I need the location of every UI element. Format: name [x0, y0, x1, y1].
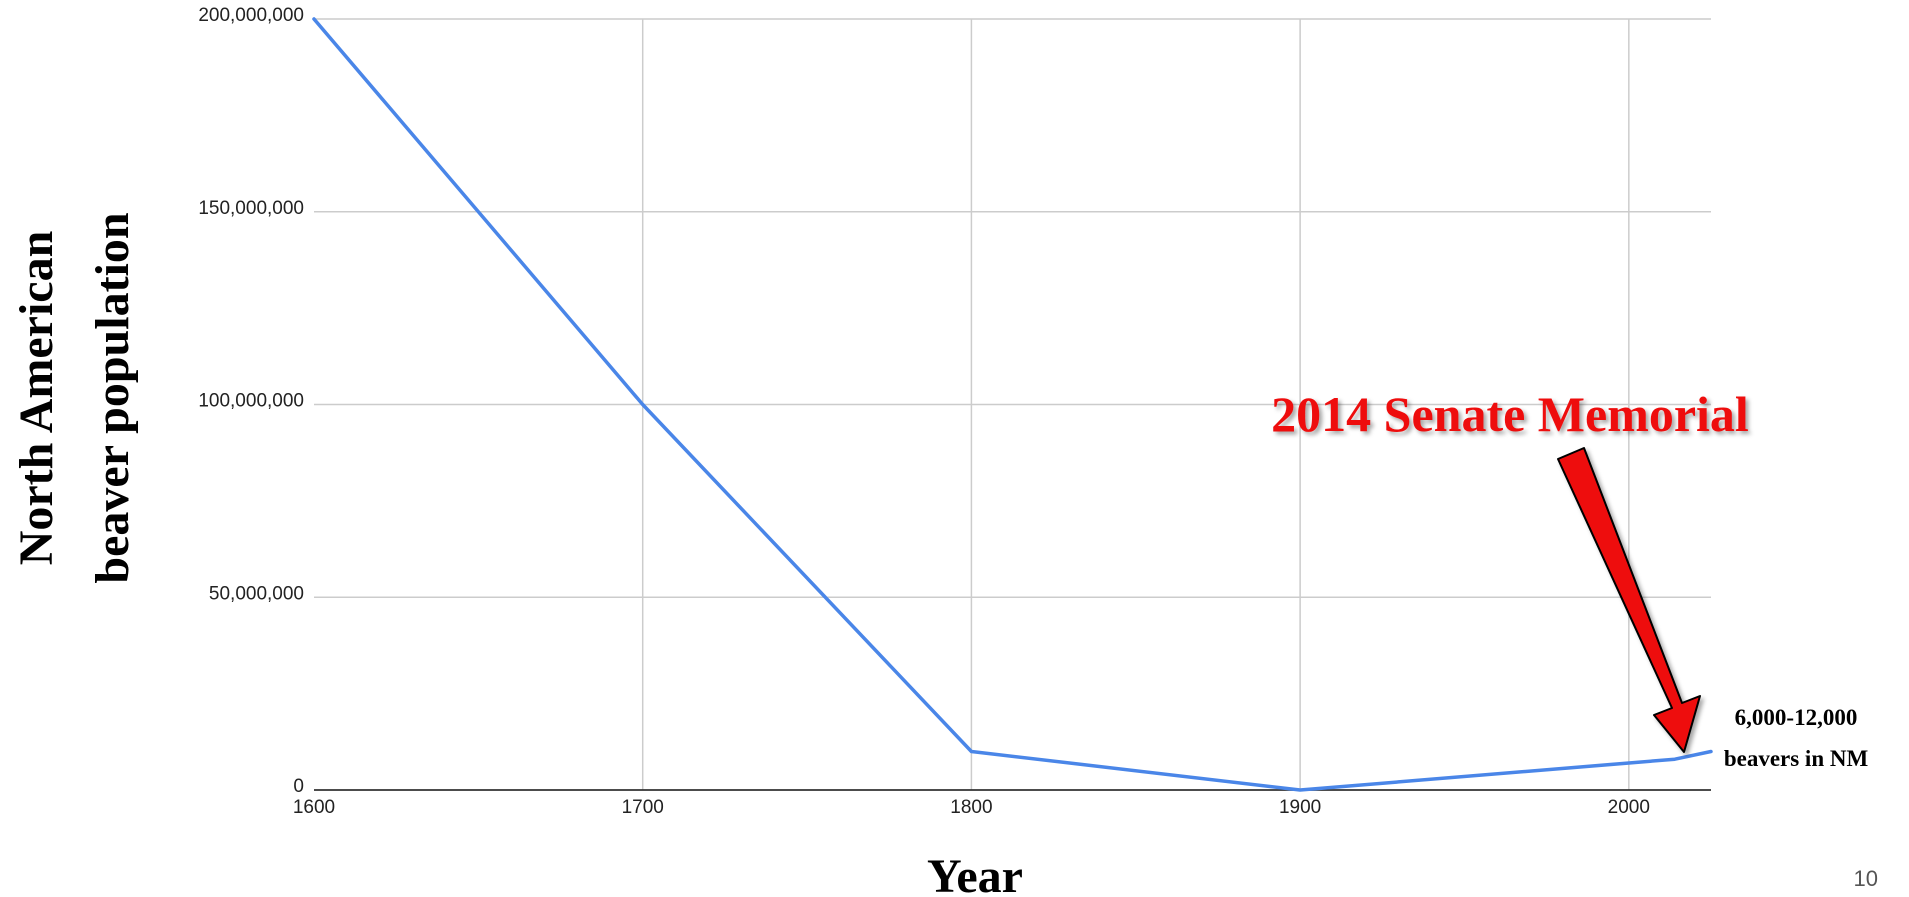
y-tick-label: 200,000,000	[198, 5, 304, 26]
series-layer	[312, 17, 1713, 792]
page-number: 10	[1854, 866, 1878, 891]
x-tick-label: 1700	[622, 797, 664, 818]
x-tick-label: 2000	[1608, 797, 1650, 818]
memorial-annotation: 2014 Senate Memorial	[1271, 386, 1749, 442]
y-tick-label: 0	[293, 776, 304, 797]
nm-population-note-line-2: beavers in NM	[1724, 746, 1869, 771]
series-line	[312, 17, 1713, 792]
x-axis-title: Year	[927, 850, 1023, 897]
y-axis-title-line-2: beaver population	[86, 212, 139, 583]
x-tick-label: 1800	[950, 797, 992, 818]
y-tick-label: 100,000,000	[198, 391, 304, 412]
y-tick-label: 150,000,000	[198, 198, 304, 219]
tick-labels: 0 50,000,000 100,000,000 150,000,000 200,000…	[198, 5, 1650, 818]
memorial-arrow	[1557, 447, 1701, 753]
x-tick-label: 1900	[1279, 797, 1321, 818]
x-tick-label: 1600	[293, 797, 335, 818]
y-tick-label: 50,000,000	[209, 583, 304, 604]
nm-population-note-line-1: 6,000-12,000	[1735, 705, 1858, 730]
y-axis-title-line-1: North American	[10, 231, 63, 566]
